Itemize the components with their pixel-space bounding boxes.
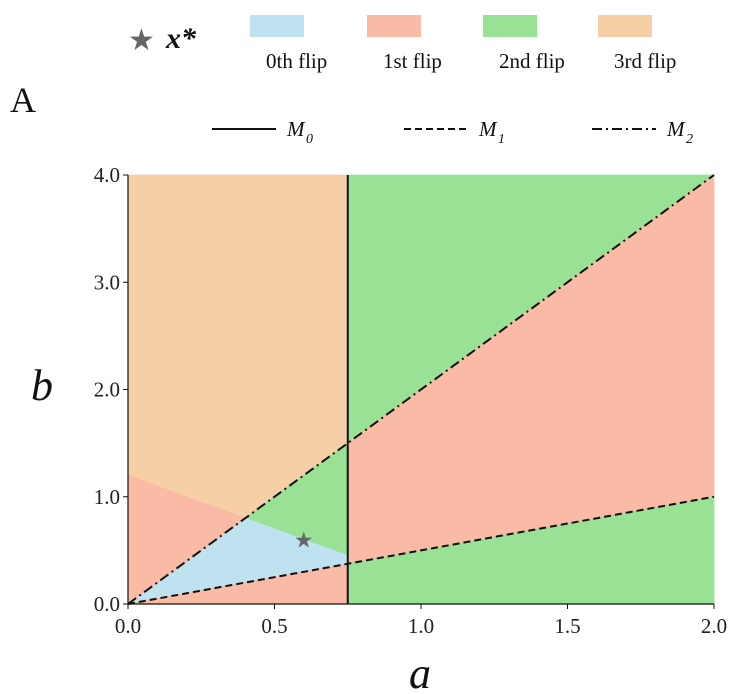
line-m2 bbox=[127, 174, 715, 605]
ticks-layer: 0.0 0.5 1.0 1.5 2.0 0.0 1.0 2.0 3.0 4.0 bbox=[94, 163, 727, 638]
y-tick-label: 4.0 bbox=[94, 163, 120, 187]
y-tick-label: 3.0 bbox=[94, 270, 120, 294]
region-legend-label: 3rd flip bbox=[614, 49, 676, 73]
region-legend-item: 1st flip bbox=[367, 15, 442, 73]
region-legend: 0th flip 1st flip 2nd flip 3rd flip bbox=[250, 15, 676, 73]
region-legend-label: 0th flip bbox=[266, 49, 327, 73]
region-legend-label: 2nd flip bbox=[499, 49, 565, 73]
point-legend-label: x* bbox=[165, 22, 197, 55]
region-legend-item: 3rd flip bbox=[598, 15, 676, 73]
y-tick-label: 1.0 bbox=[94, 485, 120, 509]
x-star-marker-icon: ★ bbox=[294, 529, 314, 554]
line-legend-subscript: 2 bbox=[686, 132, 693, 147]
region-legend-swatch bbox=[483, 15, 537, 37]
x-axis-label: a bbox=[409, 649, 431, 694]
region-flip-3-0 bbox=[127, 174, 349, 519]
lines-layer bbox=[127, 174, 715, 605]
line-legend-label: M bbox=[666, 117, 686, 141]
point-legend-star-icon: ★ bbox=[128, 23, 155, 58]
y-axis-label: b bbox=[31, 361, 53, 410]
x-tick-label: 1.5 bbox=[554, 614, 580, 638]
y-tick-label: 0.0 bbox=[94, 592, 120, 616]
line-legend-label: M bbox=[286, 117, 306, 141]
point-legend: ★ x* bbox=[128, 22, 197, 58]
line-legend-subscript: 0 bbox=[306, 132, 313, 147]
line-legend-label: M bbox=[478, 117, 498, 141]
region-legend-swatch bbox=[367, 15, 421, 37]
x-tick-label: 0.0 bbox=[115, 614, 141, 638]
panel-label: A bbox=[10, 80, 36, 120]
x-tick-label: 0.5 bbox=[261, 614, 287, 638]
y-tick-label: 2.0 bbox=[94, 378, 120, 402]
x-tick-label: 2.0 bbox=[701, 614, 727, 638]
region-legend-swatch bbox=[598, 15, 652, 37]
point-layer: ★ bbox=[294, 529, 314, 554]
region-legend-item: 2nd flip bbox=[483, 15, 565, 73]
region-legend-label: 1st flip bbox=[383, 49, 442, 73]
region-legend-item: 0th flip bbox=[250, 15, 327, 73]
region-legend-swatch bbox=[250, 15, 304, 37]
x-tick-label: 1.0 bbox=[408, 614, 434, 638]
line-legend-subscript: 1 bbox=[498, 132, 505, 147]
line-m1 bbox=[127, 495, 715, 605]
